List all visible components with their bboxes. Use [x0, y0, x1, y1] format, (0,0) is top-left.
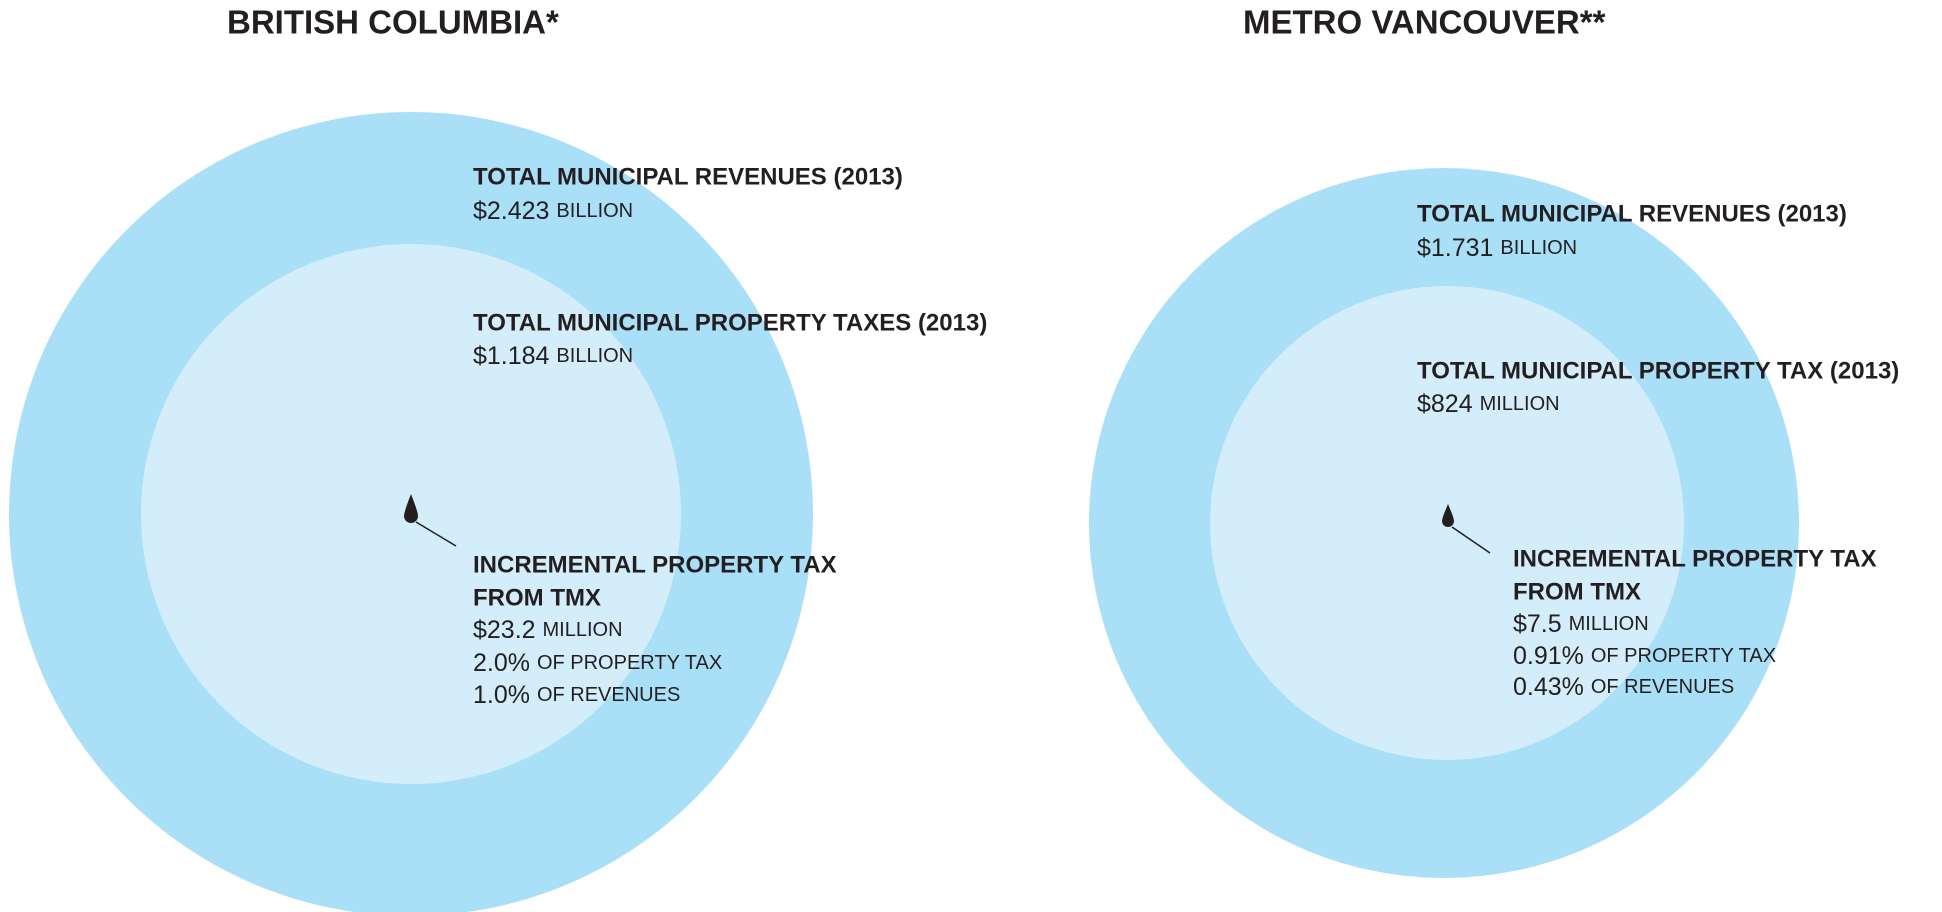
property-tax-value: $824 MILLION: [1417, 390, 1560, 418]
amount: 1.0%: [473, 681, 530, 709]
drop-icon: [1442, 504, 1454, 527]
panel-title: METRO VANCOUVER**: [1243, 4, 1606, 41]
panel-title: BRITISH COLUMBIA*: [227, 4, 559, 41]
unit: OF PROPERTY TAX: [537, 652, 722, 674]
amount: $7.5: [1513, 610, 1562, 638]
share: 0.43% OF REVENUES: [1513, 673, 1734, 701]
unit: OF PROPERTY TAX: [1591, 645, 1776, 667]
unit: MILLION: [543, 619, 623, 641]
amount: 2.0%: [473, 649, 530, 677]
share: 1.0% OF REVENUES: [473, 681, 680, 709]
incremental-label: FROM TMX: [1513, 578, 1641, 605]
leader-line: [415, 521, 457, 547]
amount: 0.91%: [1513, 642, 1584, 670]
revenues-label: TOTAL MUNICIPAL REVENUES (2013): [473, 163, 903, 190]
amount: $824: [1417, 390, 1473, 418]
drop-icon: [404, 494, 418, 523]
incremental-label: INCREMENTAL PROPERTY TAX: [473, 551, 837, 578]
amount: 0.43%: [1513, 673, 1584, 701]
unit: BILLION: [556, 200, 633, 222]
revenues-label: TOTAL MUNICIPAL REVENUES (2013): [1417, 200, 1847, 227]
property-tax-label: TOTAL MUNICIPAL PROPERTY TAX (2013): [1417, 357, 1899, 384]
amount: $1.731: [1417, 234, 1493, 262]
property-tax-value: $1.184 BILLION: [473, 342, 633, 370]
revenues-value: $2.423 BILLION: [473, 197, 633, 225]
leader-line: [1451, 526, 1491, 554]
amount: $1.184: [473, 342, 550, 370]
unit: MILLION: [1569, 613, 1649, 635]
incremental-label: FROM TMX: [473, 584, 601, 611]
unit: MILLION: [1480, 393, 1560, 415]
unit: BILLION: [556, 345, 633, 367]
revenues-value: $1.731 BILLION: [1417, 234, 1577, 262]
unit: OF REVENUES: [1591, 676, 1734, 698]
incremental-value: $23.2 MILLION: [473, 616, 623, 644]
unit: OF REVENUES: [537, 684, 680, 706]
amount: $2.423: [473, 197, 549, 225]
incremental-label: INCREMENTAL PROPERTY TAX: [1513, 545, 1877, 572]
property-tax-label: TOTAL MUNICIPAL PROPERTY TAXES (2013): [473, 309, 987, 336]
incremental-value: $7.5 MILLION: [1513, 610, 1649, 638]
share: 2.0% OF PROPERTY TAX: [473, 649, 722, 677]
share: 0.91% OF PROPERTY TAX: [1513, 642, 1776, 670]
amount: $23.2: [473, 616, 536, 644]
unit: BILLION: [1500, 237, 1577, 259]
